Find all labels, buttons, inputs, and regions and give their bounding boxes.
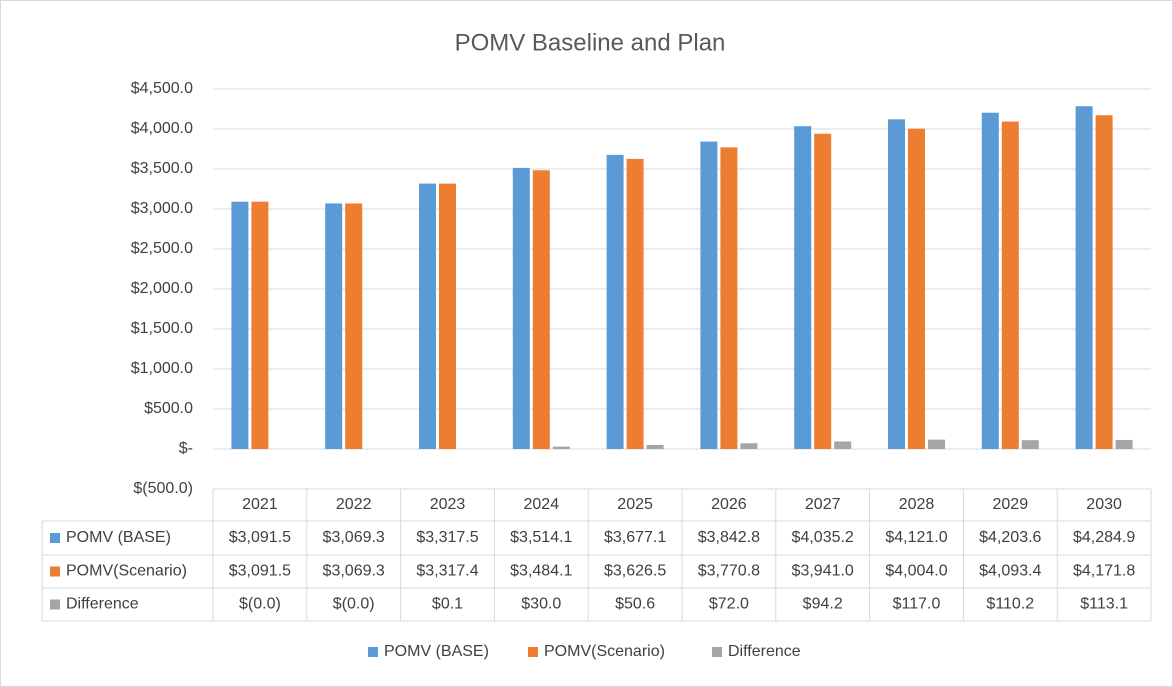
table-cell: $113.1: [1080, 596, 1128, 613]
bar: [1001, 121, 1019, 449]
bar: [1075, 106, 1093, 449]
bar: [512, 167, 530, 449]
bar: [794, 126, 812, 450]
y-tick-label: $(500.0): [133, 480, 193, 497]
table-header: 2022: [336, 496, 372, 513]
legend-key: [368, 647, 378, 657]
bar: [606, 154, 624, 449]
legend-key: [712, 647, 722, 657]
bar: [345, 203, 363, 449]
table-cell: $117.0: [893, 596, 941, 613]
table-cell: $3,842.8: [698, 529, 760, 546]
bar: [251, 201, 269, 449]
table-legend-key: [50, 599, 60, 610]
y-tick-label: $-: [179, 440, 193, 457]
bar: [908, 128, 925, 449]
table-cell: $4,093.4: [979, 563, 1041, 580]
table-row-label: Difference: [66, 596, 139, 613]
y-tick-label: $1,000.0: [131, 360, 193, 377]
table-cell: $3,069.3: [323, 563, 385, 580]
table-cell: $94.2: [803, 596, 843, 613]
bar: [439, 183, 456, 449]
table-cell: $4,035.2: [792, 529, 854, 546]
table-cell: $3,770.8: [698, 563, 760, 580]
table-header: 2029: [993, 496, 1029, 513]
table-cell: $3,514.1: [510, 529, 572, 546]
y-tick-label: $4,500.0: [131, 80, 193, 97]
table-header: 2024: [524, 496, 560, 513]
bar: [928, 439, 945, 449]
table-header: 2026: [711, 496, 747, 513]
table-cell: $3,626.5: [604, 563, 666, 580]
table-cell: $3,677.1: [604, 529, 666, 546]
bar: [1115, 439, 1133, 449]
table-row-label: POMV (BASE): [66, 529, 171, 546]
table-header: 2025: [617, 496, 653, 513]
bar: [700, 141, 718, 450]
table-cell: $3,317.4: [416, 563, 478, 580]
bar: [814, 133, 832, 449]
bar: [888, 119, 905, 449]
bar: [740, 443, 758, 449]
legend-label: POMV(Scenario): [544, 643, 665, 660]
table-cell: $4,171.8: [1073, 563, 1135, 580]
table-cell: $4,121.0: [885, 529, 947, 546]
table-cell: $4,284.9: [1073, 529, 1135, 546]
y-tick-label: $2,500.0: [131, 240, 193, 257]
bar: [325, 203, 343, 449]
bar: [834, 441, 852, 449]
bar: [720, 147, 738, 449]
table-legend-key: [50, 566, 60, 577]
table-cell: $3,069.3: [323, 529, 385, 546]
table-header: 2027: [805, 496, 841, 513]
table-cell: $3,484.1: [510, 563, 572, 580]
y-tick-label: $1,500.0: [131, 320, 193, 337]
table-row-label: POMV(Scenario): [66, 563, 187, 580]
legend-label: Difference: [728, 643, 801, 660]
table-cell: $0.1: [432, 596, 463, 613]
bar: [626, 158, 644, 449]
table-cell: $4,004.0: [885, 563, 947, 580]
chart-title: POMV Baseline and Plan: [455, 29, 726, 56]
bar: [1095, 115, 1113, 450]
table-cell: $(0.0): [333, 596, 375, 613]
table-cell: $50.6: [615, 596, 655, 613]
bar: [231, 201, 249, 449]
y-tick-label: $500.0: [144, 400, 193, 417]
table-header: 2021: [242, 496, 278, 513]
y-tick-label: $3,500.0: [131, 160, 193, 177]
table-cell: $72.0: [709, 596, 749, 613]
table-cell: $110.2: [986, 596, 1034, 613]
table-header: 2030: [1086, 496, 1122, 513]
table-cell: $30.0: [521, 596, 561, 613]
table-cell: $(0.0): [239, 596, 281, 613]
table-cell: $3,091.5: [229, 563, 291, 580]
table-legend-key: [50, 533, 60, 543]
table-cell: $3,317.5: [416, 529, 478, 546]
bar: [532, 170, 550, 449]
bar: [981, 112, 999, 449]
bar: [1021, 440, 1039, 449]
table-header: 2028: [899, 496, 935, 513]
bar: [646, 444, 664, 449]
table-cell: $3,941.0: [792, 563, 854, 580]
legend-label: POMV (BASE): [384, 643, 489, 660]
legend-key: [528, 647, 538, 657]
table-header: 2023: [430, 496, 466, 513]
y-tick-label: $2,000.0: [131, 280, 193, 297]
y-tick-label: $3,000.0: [131, 200, 193, 217]
table-cell: $3,091.5: [229, 529, 291, 546]
bar: [419, 183, 436, 449]
bar: [552, 446, 570, 449]
y-tick-label: $4,000.0: [131, 120, 193, 137]
table-cell: $4,203.6: [979, 529, 1041, 546]
